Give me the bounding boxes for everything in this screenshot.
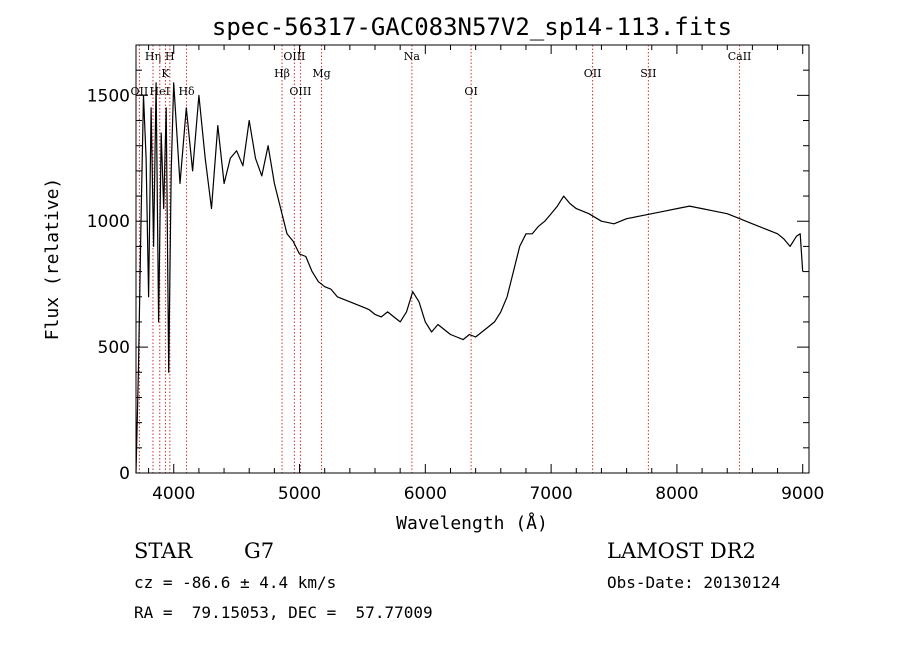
y-axis-label: Flux (relative) [42,178,63,341]
spectral-line-label: OIII [289,85,311,98]
spectral-line-label: Mg [312,67,330,80]
x-tick-label: 5000 [278,484,321,504]
axes: 4000 5000 6000 7000 8000 9000 0 500 1000 1500 [87,44,824,504]
spectral-line-label: OI [464,85,477,98]
x-tick-label: 6000 [404,484,447,504]
spectral-line-label: Hδ [178,85,195,98]
spectral-line-label: K [161,67,170,80]
spectral-line-label: OIII [283,50,305,63]
spectral-line-label: Na [404,50,421,63]
coordinates-text: RA = 79.15053, DEC = 57.77009 [134,603,433,622]
y-tick-label: 1000 [87,212,130,232]
plot-frame [135,44,810,474]
spectral-line-label: Hβ [274,67,290,80]
spectral-line-label: H [165,50,175,63]
y-tick-label: 0 [119,464,130,484]
y-tick-label: 500 [98,338,130,358]
x-tick-label: 9000 [781,484,824,504]
y-tick-label: 1500 [87,86,130,106]
x-tick-label: 8000 [655,484,698,504]
spectral-line-label: OII [131,85,149,98]
subclass-label: G7 [244,539,275,563]
spectrum-line-0 [135,82,804,474]
spectral-line-label: Hη [145,50,161,63]
spectral-line-label: HeI [150,85,170,98]
chart-title: spec-56317-GAC083N57V2_sp14-113.fits [212,13,732,41]
spectrum-series [135,82,804,474]
class-label: STAR [134,539,193,563]
survey-label: LAMOST DR2 [607,539,756,563]
spectral-line-label: OII [584,67,602,80]
redshift-text: cz = -86.6 ± 4.4 km/s [134,573,337,592]
spectral-line-label: SII [640,67,656,80]
x-tick-label: 7000 [529,484,572,504]
x-axis-label: Wavelength (Å) [396,512,548,534]
x-tick-label: 4000 [152,484,195,504]
obs-date-text: Obs-Date: 20130124 [607,573,781,592]
spectral-line-label: CaII [728,50,752,63]
